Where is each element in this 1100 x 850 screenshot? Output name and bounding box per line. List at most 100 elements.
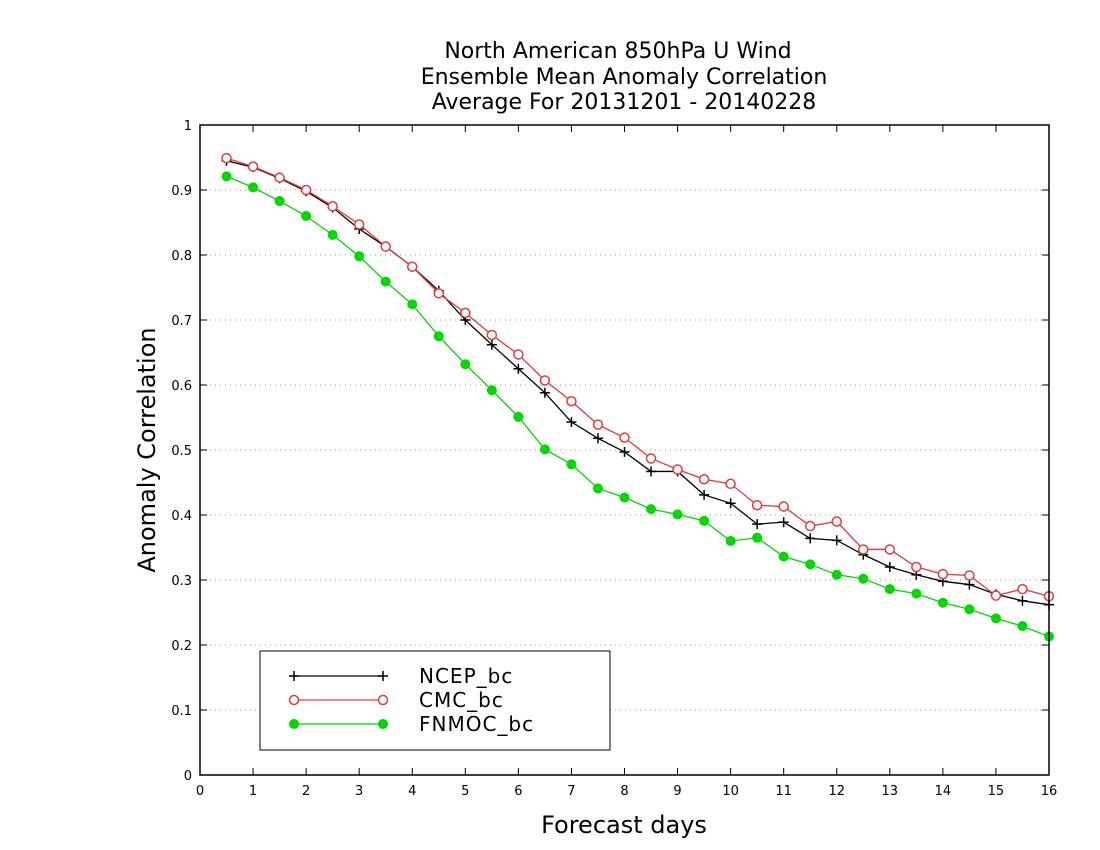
data-point-cmc-bc (831, 516, 842, 527)
data-point-fnmoc-bc (725, 536, 736, 546)
x-tick-label: 7 (567, 784, 575, 799)
data-point-ncep-bc (619, 446, 630, 457)
point-fnmoc-bc-marker (407, 299, 418, 310)
x-tick-label: 16 (1041, 784, 1058, 799)
data-point-ncep-bc (513, 363, 524, 374)
data-point-ncep-bc (752, 519, 763, 530)
data-point-ncep-bc (831, 535, 842, 546)
point-cmc-bc-marker (778, 501, 789, 512)
point-fnmoc-bc-marker (911, 588, 922, 599)
data-point-cmc-bc (645, 453, 657, 464)
point-fnmoc-bc-marker (566, 459, 577, 470)
data-point-cmc-bc (937, 568, 949, 580)
data-point-fnmoc-bc (831, 569, 842, 580)
data-point-fnmoc-bc (486, 385, 497, 396)
point-cmc-bc-marker (433, 288, 445, 299)
point-fnmoc-bc-marker (513, 411, 524, 422)
data-point-cmc-bc (858, 544, 869, 555)
point-fnmoc-bc-marker (699, 515, 710, 526)
series-ncep-bc (221, 155, 1054, 610)
point-cmc-bc-marker (407, 261, 418, 272)
data-point-cmc-bc (460, 307, 471, 319)
legend-label-cmc-bc: CMC_bc (419, 688, 504, 712)
point-cmc-bc-marker (274, 172, 285, 183)
data-point-cmc-bc (725, 478, 736, 490)
point-cmc-bc-marker (751, 500, 763, 511)
x-axis-label: Forecast days (541, 811, 707, 839)
series-line-cmc-bc (226, 157, 1050, 597)
x-tick-label: 6 (514, 784, 522, 799)
point-fnmoc-bc-marker (858, 573, 869, 584)
point-cmc-bc-marker (353, 219, 365, 230)
chart-title-line-3: Average For 20131201 - 20140228 (432, 90, 817, 115)
point-fnmoc-bc-marker (884, 584, 895, 595)
data-point-cmc-bc (486, 329, 498, 341)
point-cmc-bc-marker (884, 544, 896, 555)
x-tick-label: 5 (461, 784, 469, 799)
axis-ticks: 00.10.20.30.40.50.60.70.80.910 1 2 3 4 5 6 7 8 9 1… (171, 119, 1057, 799)
x-tick-label: 10 (722, 784, 739, 799)
data-point-fnmoc-bc (301, 211, 312, 221)
data-point-cmc-bc (619, 432, 630, 443)
point-cmc-bc-marker (937, 568, 949, 580)
data-point-fnmoc-bc (858, 573, 869, 584)
series-cmc-bc (221, 152, 1055, 602)
data-point-fnmoc-bc (354, 251, 365, 262)
point-cmc-bc-marker (831, 516, 842, 527)
data-point-ncep-bc (805, 533, 816, 544)
point-cmc-bc-marker (327, 201, 338, 212)
point-cmc-bc-marker (380, 241, 391, 252)
point-cmc-bc-marker (513, 349, 524, 360)
data-point-cmc-bc (513, 349, 524, 360)
chart-title-line-1: North American 850hPa U Wind (444, 39, 791, 64)
data-point-fnmoc-bc (699, 515, 710, 526)
point-cmc-bc-marker (911, 561, 922, 573)
point-fnmoc-bc-marker (380, 276, 391, 287)
data-point-cmc-bc (433, 288, 445, 299)
data-point-cmc-bc (964, 570, 975, 581)
point-cmc-bc-marker (486, 329, 498, 341)
chart-title-line-2: Ensemble Mean Anomaly Correlation (421, 65, 828, 90)
x-tick-label: 0 (196, 784, 204, 799)
point-cmc-bc-marker (725, 478, 736, 490)
data-point-ncep-bc (566, 417, 577, 428)
point-cmc-bc-marker (964, 570, 975, 581)
data-point-cmc-bc (380, 241, 391, 252)
point-cmc-bc-marker (645, 453, 657, 464)
data-point-cmc-bc (1017, 583, 1028, 595)
x-tick-label: 11 (775, 784, 792, 799)
point-cmc-bc-marker (300, 184, 312, 196)
data-point-fnmoc-bc (990, 613, 1001, 624)
point-cmc-bc-marker (698, 474, 710, 485)
data-point-cmc-bc (778, 501, 789, 512)
data-point-ncep-bc (539, 387, 550, 398)
data-point-ncep-bc (646, 466, 657, 477)
point-cmc-bc-marker (566, 396, 577, 407)
x-tick-label: 1 (249, 784, 257, 799)
data-point-cmc-bc (539, 375, 551, 386)
x-tick-label: 13 (882, 784, 899, 799)
legend-fnmoc-bc-left-marker (289, 719, 299, 729)
y-tick-label: 0.8 (171, 249, 192, 264)
data-point-ncep-bc (1017, 595, 1028, 606)
point-fnmoc-bc-marker (831, 569, 842, 580)
data-point-fnmoc-bc (964, 604, 975, 615)
y-tick-label: 0.2 (171, 639, 192, 654)
data-point-cmc-bc (353, 219, 365, 230)
point-cmc-bc-marker (1017, 583, 1028, 595)
y-tick-label: 0.5 (171, 444, 192, 459)
data-point-ncep-bc (486, 339, 497, 350)
data-point-fnmoc-bc (1017, 621, 1028, 632)
y-tick-label: 0.7 (171, 314, 192, 329)
data-point-fnmoc-bc (327, 229, 338, 240)
legend-item-cmc-bc: CMC_bc (288, 688, 504, 712)
series-line-fnmoc-bc (226, 175, 1050, 638)
legend-box (259, 650, 611, 751)
data-point-cmc-bc (990, 590, 1002, 601)
point-fnmoc-bc-marker (539, 444, 550, 455)
point-fnmoc-bc-marker (433, 331, 444, 342)
series-layer (221, 152, 1055, 642)
point-fnmoc-bc-marker (221, 171, 232, 182)
data-point-cmc-bc (221, 152, 232, 164)
